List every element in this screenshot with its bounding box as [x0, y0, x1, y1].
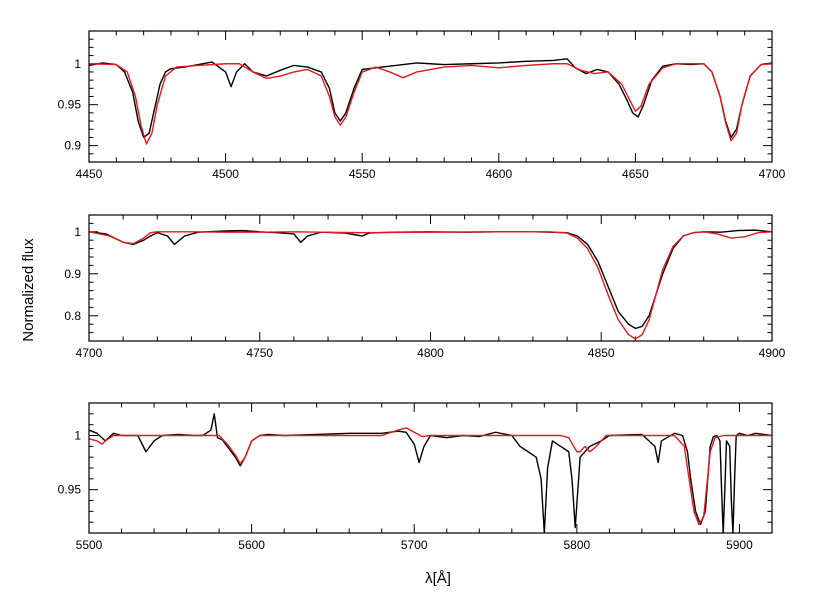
- model-spectrum-line: [89, 63, 772, 145]
- x-tick-label: 4650: [622, 167, 649, 181]
- x-tick-label: 5800: [564, 538, 591, 552]
- panel-series-group: [89, 58, 772, 145]
- x-tick-label: 4750: [246, 346, 273, 360]
- x-tick-label: 4450: [76, 167, 103, 181]
- x-tick-label: 5900: [726, 538, 753, 552]
- x-tick-label: 5600: [238, 538, 265, 552]
- panel-3: 5500 5600 5700 5800 5900 0.95 1: [58, 402, 773, 552]
- x-tick-label: 4500: [212, 167, 239, 181]
- y-tick-label: 1: [74, 57, 81, 71]
- panel-2: 4700 4750 4800 4850 4900 0.8 0.9 1: [64, 214, 786, 360]
- y-tick-label: 0.9: [64, 139, 81, 153]
- x-tick-label: 4850: [588, 346, 615, 360]
- panel-series-group: [89, 229, 772, 340]
- x-tick-label: 4800: [417, 346, 444, 360]
- y-tick-label: 0.8: [64, 309, 81, 323]
- x-tick-label: 4550: [349, 167, 376, 181]
- panel-frame: [88, 214, 773, 342]
- y-axis-title: Normalized flux: [20, 238, 37, 342]
- panel-frame: [88, 402, 773, 534]
- panel-series-group: [89, 413, 772, 533]
- y-tick-label: 1: [74, 225, 81, 239]
- x-tick-label: 4700: [76, 346, 103, 360]
- model-spectrum-line: [89, 427, 772, 526]
- x-tick-label: 5500: [76, 538, 103, 552]
- panel-1: 4450 4500 4550 4600 4650 4700 0.9 0.95 1: [58, 30, 786, 181]
- y-tick-label: 0.9: [64, 267, 81, 281]
- observed-spectrum-line: [89, 413, 772, 533]
- x-tick-label: 5700: [401, 538, 428, 552]
- model-spectrum-line: [89, 231, 772, 340]
- y-tick-label: 0.95: [58, 483, 82, 497]
- x-tick-label: 4700: [759, 167, 786, 181]
- panel-frame: [88, 30, 773, 163]
- y-tick-label: 0.95: [58, 98, 82, 112]
- observed-spectrum-line: [89, 229, 772, 330]
- x-tick-label: 4900: [759, 346, 786, 360]
- y-tick-label: 1: [74, 429, 81, 443]
- observed-spectrum-line: [89, 58, 772, 139]
- x-tick-label: 4600: [485, 167, 512, 181]
- x-axis-title: λ[Å]: [425, 570, 451, 587]
